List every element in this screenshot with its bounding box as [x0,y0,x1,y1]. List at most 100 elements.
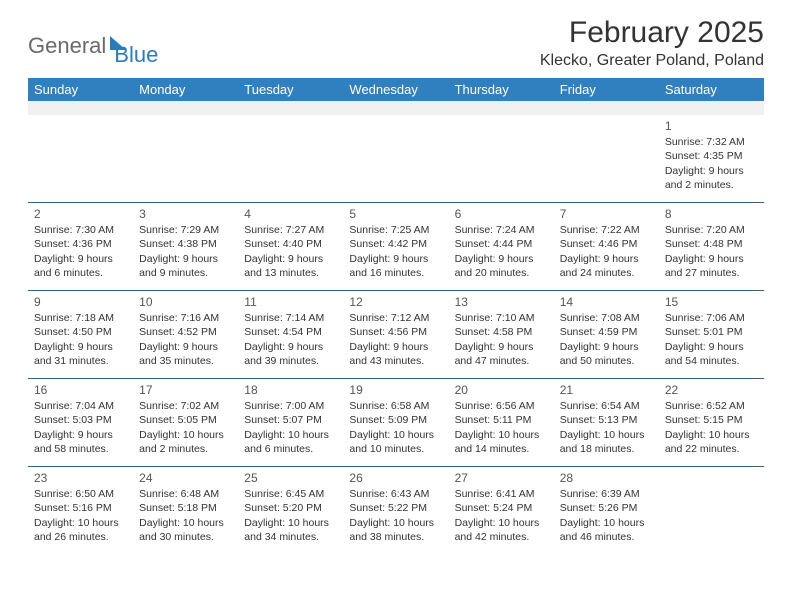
sunset-text: Sunset: 5:16 PM [34,501,127,515]
day-cell: 10Sunrise: 7:16 AMSunset: 4:52 PMDayligh… [133,291,238,379]
sunrise-text: Sunrise: 6:45 AM [244,487,337,501]
sunset-text: Sunset: 5:09 PM [349,413,442,427]
day-cell: 21Sunrise: 6:54 AMSunset: 5:13 PMDayligh… [554,379,659,467]
sunset-text: Sunset: 5:01 PM [665,325,758,339]
blank-strip-row [28,101,764,115]
sunrise-text: Sunrise: 6:54 AM [560,399,653,413]
day-cell: 7Sunrise: 7:22 AMSunset: 4:46 PMDaylight… [554,203,659,291]
day-number: 27 [455,470,548,486]
sunset-text: Sunset: 4:44 PM [455,237,548,251]
day-number: 14 [560,294,653,310]
day-number: 22 [665,382,758,398]
day-cell [238,115,343,203]
daylight-text: Daylight: 9 hours and 13 minutes. [244,252,337,280]
sunset-text: Sunset: 4:52 PM [139,325,232,339]
day-cell: 25Sunrise: 6:45 AMSunset: 5:20 PMDayligh… [238,467,343,555]
day-number: 1 [665,118,758,134]
daylight-text: Daylight: 10 hours and 34 minutes. [244,516,337,544]
sunset-text: Sunset: 4:42 PM [349,237,442,251]
calendar-week-row: 1Sunrise: 7:32 AMSunset: 4:35 PMDaylight… [28,115,764,203]
day-cell: 2Sunrise: 7:30 AMSunset: 4:36 PMDaylight… [28,203,133,291]
daylight-text: Daylight: 9 hours and 16 minutes. [349,252,442,280]
sunset-text: Sunset: 4:40 PM [244,237,337,251]
day-cell: 14Sunrise: 7:08 AMSunset: 4:59 PMDayligh… [554,291,659,379]
day-number: 26 [349,470,442,486]
sunset-text: Sunset: 4:36 PM [34,237,127,251]
location-text: Klecko, Greater Poland, Poland [540,52,764,70]
calendar-week-row: 2Sunrise: 7:30 AMSunset: 4:36 PMDaylight… [28,203,764,291]
daylight-text: Daylight: 10 hours and 2 minutes. [139,428,232,456]
blank-cell [133,101,238,115]
sunset-text: Sunset: 5:07 PM [244,413,337,427]
page-title: February 2025 [540,16,764,50]
day-number: 11 [244,294,337,310]
day-cell [28,115,133,203]
day-cell [554,115,659,203]
day-number: 20 [455,382,548,398]
day-cell [659,467,764,555]
day-cell: 6Sunrise: 7:24 AMSunset: 4:44 PMDaylight… [449,203,554,291]
day-number: 25 [244,470,337,486]
calendar-week-row: 9Sunrise: 7:18 AMSunset: 4:50 PMDaylight… [28,291,764,379]
sunrise-text: Sunrise: 7:14 AM [244,311,337,325]
daylight-text: Daylight: 10 hours and 18 minutes. [560,428,653,456]
day-number: 15 [665,294,758,310]
sunset-text: Sunset: 4:59 PM [560,325,653,339]
blank-cell [554,101,659,115]
weekday-header: Thursday [449,78,554,101]
blank-cell [238,101,343,115]
day-number: 23 [34,470,127,486]
day-number: 10 [139,294,232,310]
daylight-text: Daylight: 10 hours and 26 minutes. [34,516,127,544]
weekday-header: Tuesday [238,78,343,101]
calendar-week-row: 23Sunrise: 6:50 AMSunset: 5:16 PMDayligh… [28,467,764,555]
daylight-text: Daylight: 9 hours and 31 minutes. [34,340,127,368]
day-cell: 18Sunrise: 7:00 AMSunset: 5:07 PMDayligh… [238,379,343,467]
day-cell: 9Sunrise: 7:18 AMSunset: 4:50 PMDaylight… [28,291,133,379]
daylight-text: Daylight: 10 hours and 14 minutes. [455,428,548,456]
sunrise-text: Sunrise: 7:06 AM [665,311,758,325]
sunrise-text: Sunrise: 6:52 AM [665,399,758,413]
sunrise-text: Sunrise: 6:39 AM [560,487,653,501]
sunrise-text: Sunrise: 7:16 AM [139,311,232,325]
blank-cell [28,101,133,115]
weekday-header: Saturday [659,78,764,101]
day-cell: 20Sunrise: 6:56 AMSunset: 5:11 PMDayligh… [449,379,554,467]
sunset-text: Sunset: 5:26 PM [560,501,653,515]
daylight-text: Daylight: 10 hours and 42 minutes. [455,516,548,544]
sunset-text: Sunset: 5:03 PM [34,413,127,427]
sunset-text: Sunset: 5:05 PM [139,413,232,427]
title-block: February 2025 Klecko, Greater Poland, Po… [540,16,764,70]
daylight-text: Daylight: 9 hours and 9 minutes. [139,252,232,280]
day-number: 13 [455,294,548,310]
sunrise-text: Sunrise: 7:25 AM [349,223,442,237]
daylight-text: Daylight: 9 hours and 50 minutes. [560,340,653,368]
day-cell: 12Sunrise: 7:12 AMSunset: 4:56 PMDayligh… [343,291,448,379]
daylight-text: Daylight: 9 hours and 24 minutes. [560,252,653,280]
weekday-header: Wednesday [343,78,448,101]
day-cell: 23Sunrise: 6:50 AMSunset: 5:16 PMDayligh… [28,467,133,555]
sunset-text: Sunset: 4:35 PM [665,149,758,163]
sunset-text: Sunset: 5:15 PM [665,413,758,427]
day-cell: 24Sunrise: 6:48 AMSunset: 5:18 PMDayligh… [133,467,238,555]
sunrise-text: Sunrise: 6:58 AM [349,399,442,413]
sunset-text: Sunset: 4:50 PM [34,325,127,339]
sunset-text: Sunset: 4:56 PM [349,325,442,339]
weekday-header: Friday [554,78,659,101]
day-cell: 13Sunrise: 7:10 AMSunset: 4:58 PMDayligh… [449,291,554,379]
day-cell: 4Sunrise: 7:27 AMSunset: 4:40 PMDaylight… [238,203,343,291]
day-cell: 1Sunrise: 7:32 AMSunset: 4:35 PMDaylight… [659,115,764,203]
day-cell: 15Sunrise: 7:06 AMSunset: 5:01 PMDayligh… [659,291,764,379]
daylight-text: Daylight: 9 hours and 43 minutes. [349,340,442,368]
sunrise-text: Sunrise: 7:00 AM [244,399,337,413]
daylight-text: Daylight: 10 hours and 38 minutes. [349,516,442,544]
sunset-text: Sunset: 5:24 PM [455,501,548,515]
day-number: 12 [349,294,442,310]
day-cell: 3Sunrise: 7:29 AMSunset: 4:38 PMDaylight… [133,203,238,291]
header: General Blue February 2025 Klecko, Great… [28,16,764,70]
daylight-text: Daylight: 10 hours and 22 minutes. [665,428,758,456]
day-number: 3 [139,206,232,222]
sunrise-text: Sunrise: 7:22 AM [560,223,653,237]
daylight-text: Daylight: 10 hours and 10 minutes. [349,428,442,456]
day-cell: 28Sunrise: 6:39 AMSunset: 5:26 PMDayligh… [554,467,659,555]
